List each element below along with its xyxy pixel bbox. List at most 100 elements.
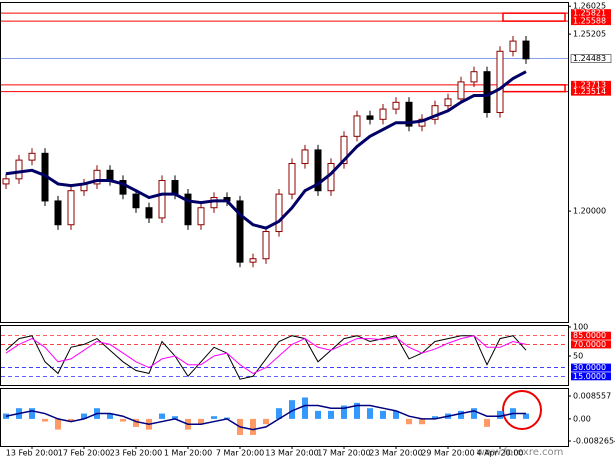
- histogram-bar: [380, 410, 386, 419]
- candle-body: [67, 190, 75, 226]
- histogram-bar: [159, 413, 165, 419]
- candle-body: [379, 108, 387, 120]
- y-tick-label: 1.26025: [573, 2, 606, 11]
- y-tick-label: 1.25205: [573, 30, 606, 39]
- candle-body: [314, 149, 322, 192]
- candle-body: [236, 200, 244, 263]
- x-tick-label: 4 Apr 20:00: [476, 449, 523, 458]
- candle-body: [275, 193, 283, 233]
- indicator-line: [5, 404, 526, 431]
- level-label: 70.0000: [573, 340, 606, 349]
- x-tick-label: 13 Mar 20:00: [265, 449, 318, 458]
- x-tick-label: 7 Mar 20:00: [216, 449, 264, 458]
- histogram-bar: [367, 408, 373, 419]
- candle-body: [93, 169, 101, 185]
- candle-body: [496, 50, 504, 114]
- indicator-line: [5, 70, 527, 230]
- histogram-bar: [393, 410, 399, 419]
- highlight-circle: [502, 390, 542, 430]
- current-price-label: 1.24483: [573, 54, 606, 63]
- candle-body: [54, 200, 62, 226]
- histogram-bar: [42, 418, 48, 422]
- level-label: 15.0000: [573, 372, 606, 381]
- histogram-bar: [68, 418, 74, 422]
- candle-body: [405, 101, 413, 127]
- y-tick-label: 0.008557: [573, 392, 611, 401]
- histogram-bar: [302, 397, 308, 419]
- y-tick-label: 0.00: [573, 414, 591, 423]
- histogram-bar: [172, 416, 178, 419]
- x-tick-label: 23 Feb 20:00: [110, 449, 162, 458]
- candle-body: [28, 152, 36, 161]
- x-tick-label: 23 Mar 20:00: [369, 449, 422, 458]
- histogram-bar: [29, 408, 35, 419]
- histogram-bar: [354, 402, 360, 419]
- price-label: 1.23514: [573, 87, 606, 96]
- price-label: 1.25588: [573, 17, 606, 26]
- y-tick-label: 1.20000: [573, 207, 606, 216]
- candle-body: [197, 207, 205, 226]
- candle-body: [483, 71, 491, 114]
- candle-body: [132, 193, 140, 209]
- level-label-bg: [571, 340, 611, 349]
- candle-body: [522, 40, 530, 60]
- candle-body: [249, 258, 257, 263]
- candle-body: [2, 178, 10, 185]
- price-label-bg: [571, 9, 611, 18]
- histogram-bar: [328, 410, 334, 419]
- histogram-bar: [55, 418, 61, 430]
- candle-body: [262, 231, 270, 260]
- zone-box: [502, 12, 566, 22]
- candle-body: [184, 193, 192, 226]
- x-tick-label: 29 Mar 20:00: [421, 449, 474, 458]
- candle-body: [470, 71, 478, 83]
- watermark: www.forexre.com: [477, 447, 564, 458]
- y-tick-label: 50: [573, 352, 583, 361]
- level-label-bg: [571, 331, 611, 340]
- y-tick-label: 100: [573, 323, 588, 332]
- histogram-bar: [211, 416, 217, 419]
- macd-panel: [0, 388, 569, 447]
- price-label: 1.25821: [573, 9, 606, 18]
- indicator-line: [5, 335, 527, 374]
- histogram-bar: [432, 416, 438, 419]
- histogram-bar: [276, 408, 282, 419]
- candle-body: [119, 180, 127, 195]
- histogram-bar: [120, 418, 126, 422]
- indicator-line: [5, 335, 527, 380]
- histogram-bar: [315, 410, 321, 419]
- y-tick-label: -0.0082654: [573, 437, 615, 446]
- level-label-bg: [571, 372, 611, 381]
- histogram-bar: [198, 418, 204, 425]
- histogram-bar: [458, 410, 464, 419]
- histogram-bar: [341, 405, 347, 419]
- candle-body: [444, 98, 452, 107]
- candle-body: [340, 135, 348, 165]
- histogram-bar: [471, 408, 477, 419]
- candle-body: [366, 115, 374, 120]
- level-label: 85.0000: [573, 331, 606, 340]
- candle-body: [288, 163, 296, 195]
- x-tick-label: 13 Feb 20:00: [6, 449, 58, 458]
- candle-body: [353, 115, 361, 137]
- candle-body: [301, 149, 309, 165]
- histogram-bar: [289, 400, 295, 419]
- histogram-bar: [484, 418, 490, 427]
- histogram-bar: [107, 413, 113, 419]
- candle-body: [106, 169, 114, 182]
- candle-body: [457, 81, 465, 100]
- histogram-bar: [133, 418, 139, 427]
- main-panel: [0, 2, 569, 323]
- candle-body: [15, 159, 23, 180]
- histogram-bar: [419, 418, 425, 425]
- price-label: 1.23713: [573, 80, 606, 89]
- candle-body: [145, 207, 153, 219]
- histogram-bar: [250, 418, 256, 435]
- price-label-bg: [571, 87, 611, 96]
- histogram-bar: [523, 413, 529, 419]
- x-tick-label: 17 Feb 20:00: [58, 449, 110, 458]
- price-label-bg: [571, 80, 611, 89]
- histogram-bar: [3, 413, 9, 419]
